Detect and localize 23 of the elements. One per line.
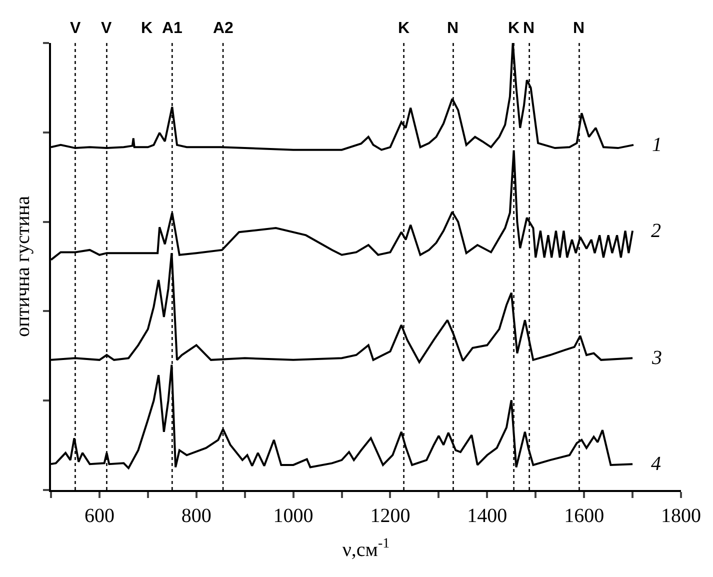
x-axis-title: ν,см$^{-1}$ [342,536,390,561]
ref-line-label: K [398,20,410,37]
ref-line-label: A2 [213,20,234,37]
series-label: 1 [652,134,662,156]
x-tick-label: 1200 [370,505,410,527]
x-tick-label: 800 [181,505,212,527]
ref-line-label: N [447,20,459,37]
series-label: 2 [651,220,661,242]
ref-line-label: N [523,20,535,37]
x-tick-label: 1400 [467,505,508,527]
ref-line-label: A1 [162,20,183,37]
series-label: 4 [651,453,661,475]
text: K [141,20,153,37]
ref-line-label: V [101,20,112,37]
x-tick-label: 600 [84,505,114,527]
ref-line-label: N [573,20,585,37]
x-tick-label: 1800 [661,505,701,527]
series-label: 3 [651,347,662,369]
x-tick-label: 1600 [564,505,604,527]
x-tick-label: 1000 [273,505,314,527]
ref-line-label: V [70,20,81,37]
ref-line-label: K [508,20,520,37]
y-axis-title: оптична густина [12,196,34,337]
